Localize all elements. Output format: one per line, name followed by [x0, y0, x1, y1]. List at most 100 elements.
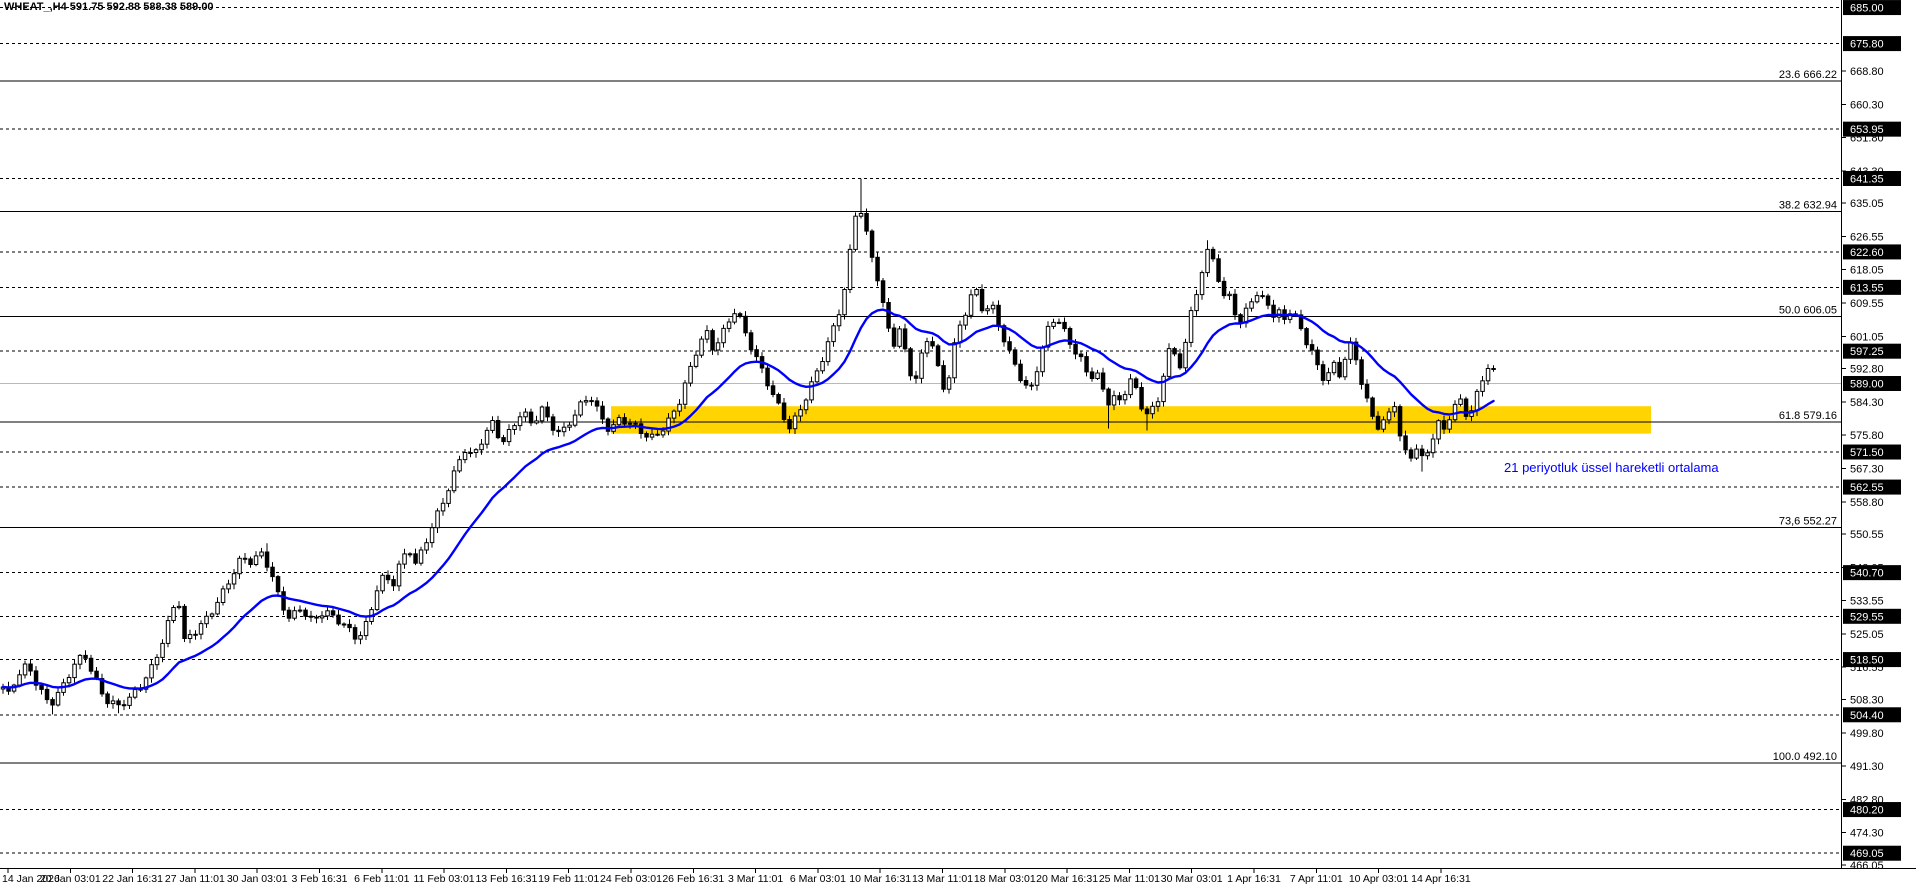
time-tick-label: 13 Mar 11:01 [912, 873, 973, 885]
candle-bull [160, 642, 165, 658]
candle-bull [517, 416, 523, 427]
candle-bull [699, 338, 704, 356]
candle-bull [215, 601, 220, 615]
price-level-label: 641.35 [1850, 173, 1884, 185]
candle-bear [1320, 364, 1326, 381]
candle-bear [1304, 328, 1309, 346]
candle-bull [1386, 411, 1392, 421]
candle-bull [127, 696, 132, 706]
candle-bull [1040, 346, 1045, 373]
candle-bear [352, 627, 358, 640]
candle-bear [391, 579, 396, 587]
candle-bull [259, 551, 264, 557]
candle-bear [886, 302, 891, 329]
candle-bear [1106, 388, 1111, 406]
candle-bear [341, 623, 347, 626]
candle-bull [440, 502, 446, 512]
candle-bear [908, 348, 913, 377]
candle-bear [1007, 341, 1012, 351]
candle-bull [176, 605, 182, 609]
candle-bear [330, 610, 336, 616]
time-tick-label: 26 Feb 16:31 [662, 873, 724, 885]
candle-bear [748, 332, 754, 351]
price-level-label: 622.60 [1850, 247, 1884, 259]
candle-bear [83, 654, 88, 659]
candle-bear [39, 684, 44, 690]
time-tick-label: 7 Apr 11:01 [1290, 873, 1343, 885]
candle-bear [385, 574, 391, 581]
candle-bear [1408, 449, 1414, 459]
candle-bear [44, 688, 50, 701]
candle-bull [17, 674, 22, 686]
candle-bull [924, 341, 930, 354]
candle-bull [1447, 419, 1452, 430]
candle-bear [655, 433, 660, 436]
candle-bull [1128, 378, 1133, 396]
candle-bull [429, 527, 435, 544]
current-price-label-bg [1843, 375, 1901, 391]
candle-bull [534, 420, 539, 424]
candle-bull [1111, 395, 1117, 406]
candle-bull [1150, 405, 1155, 415]
price-level-label: 469.05 [1850, 848, 1884, 860]
candle-bear [941, 365, 946, 390]
candle-bull [253, 555, 259, 566]
candle-bear [869, 230, 875, 258]
candle-bull [220, 588, 226, 604]
candle-bear [594, 400, 600, 407]
price-level-label-bg [1843, 36, 1901, 52]
candle-bull [1414, 448, 1419, 459]
candle-bull [1425, 452, 1430, 457]
time-tick-label: 14 Apr 16:31 [1411, 873, 1471, 885]
candle-bear [1089, 371, 1095, 379]
candle-bull [853, 215, 858, 250]
candle-bear [1359, 359, 1364, 385]
candle-bull [825, 341, 831, 363]
fibonacci-label: 73,6 552.27 [1779, 515, 1837, 527]
ema-line[interactable] [1, 308, 1495, 690]
candle-bull [688, 365, 693, 384]
candles[interactable] [0, 178, 1496, 715]
candle-bear [182, 605, 187, 640]
time-tick-label: 19 Feb 11:01 [538, 873, 599, 885]
candle-bull [396, 563, 402, 587]
time-tick-label: 3 Feb 16:31 [291, 873, 347, 885]
candle-bear [336, 614, 341, 625]
candle-bear [864, 213, 869, 232]
candle-bull [479, 443, 484, 451]
candle-bull [1458, 398, 1463, 405]
price-level-label-bg [1843, 652, 1901, 668]
candle-bear [605, 418, 611, 432]
candle-bull [457, 459, 462, 472]
candle-bear [1029, 384, 1034, 387]
current-price-label: 589.00 [1850, 378, 1884, 390]
candle-bull [649, 433, 655, 438]
candle-bear [913, 375, 919, 379]
highlight-zone[interactable] [611, 406, 1651, 434]
candle-bear [776, 394, 781, 404]
candle-bull [66, 677, 72, 684]
price-level-label-bg [1843, 244, 1901, 260]
candle-bear [556, 429, 561, 433]
price-level-label-bg [1843, 845, 1901, 861]
candle-bull [1122, 394, 1128, 401]
candle-bear [1062, 321, 1067, 330]
candle-bull [1095, 372, 1100, 379]
candle-bear [902, 328, 908, 350]
price-tick-label: 474.30 [1850, 828, 1884, 840]
time-tick-label: 22 Jan 16:31 [102, 873, 163, 885]
candle-bull [110, 700, 116, 705]
candle-bull [1045, 325, 1051, 348]
candle-bear [737, 313, 743, 317]
candle-bear [545, 406, 550, 418]
candle-bear [1260, 295, 1265, 298]
price-level-label: 597.25 [1850, 346, 1884, 358]
candle-bull [55, 691, 61, 706]
candle-bear [314, 616, 319, 619]
candle-bull [154, 656, 160, 666]
candle-bear [413, 553, 418, 564]
candle-bull [561, 426, 567, 433]
price-level-label-bg [1843, 608, 1901, 624]
candle-bull [1034, 371, 1040, 386]
